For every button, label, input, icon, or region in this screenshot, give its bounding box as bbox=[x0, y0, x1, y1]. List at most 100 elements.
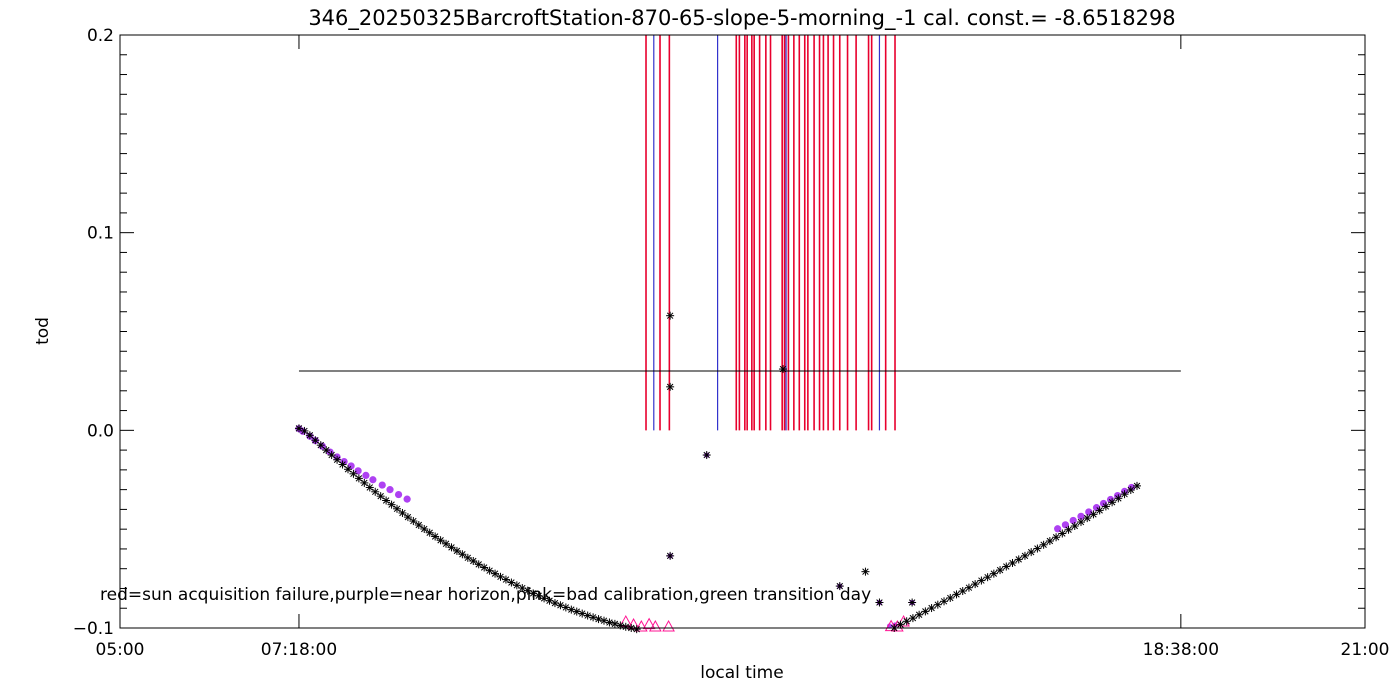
data-point-star bbox=[474, 560, 483, 569]
near-horizon-point bbox=[369, 476, 377, 484]
data-point-star bbox=[621, 622, 630, 631]
data-point-star bbox=[1033, 544, 1042, 553]
data-point-star bbox=[311, 436, 320, 445]
data-point-star bbox=[463, 553, 472, 562]
near-horizon-point bbox=[378, 481, 386, 489]
near-horizon-point bbox=[1069, 516, 1077, 525]
data-point-star bbox=[1014, 555, 1023, 564]
data-point-star bbox=[567, 605, 576, 614]
x-axis-label: local time bbox=[700, 663, 783, 683]
data-point-star bbox=[343, 465, 352, 474]
data-point-star bbox=[447, 543, 456, 552]
data-point-star bbox=[300, 426, 309, 435]
x-tick-label: 07:18:00 bbox=[261, 640, 337, 660]
data-point-star bbox=[403, 513, 412, 522]
near-horizon-point bbox=[386, 486, 394, 494]
data-point-star bbox=[1095, 506, 1104, 515]
data-point-star bbox=[702, 451, 711, 460]
data-point-star bbox=[927, 604, 936, 613]
data-point-star bbox=[398, 508, 407, 517]
data-point-star bbox=[305, 431, 314, 440]
near-horizon-point bbox=[362, 471, 370, 480]
data-point-star bbox=[610, 619, 619, 628]
bad-calibration-point bbox=[634, 619, 648, 632]
data-point-star bbox=[666, 382, 675, 391]
data-point-star bbox=[338, 460, 347, 469]
y-axis-label: tod bbox=[33, 317, 53, 345]
data-point-star bbox=[452, 546, 461, 555]
y-tick-label: −0.1 bbox=[73, 619, 114, 639]
data-point-star bbox=[425, 528, 434, 537]
data-point-star bbox=[387, 500, 396, 509]
near-horizon-point bbox=[1054, 525, 1062, 533]
data-point-star bbox=[666, 551, 675, 560]
data-point-star bbox=[1070, 522, 1079, 531]
data-point-star bbox=[632, 625, 641, 634]
data-point-star bbox=[946, 593, 955, 602]
chart-title: 346_20250325BarcroftStation-870-65-slope… bbox=[308, 6, 1175, 31]
y-tick-label: 0.1 bbox=[87, 224, 114, 244]
data-point-star bbox=[1133, 481, 1142, 490]
data-point-star bbox=[896, 620, 905, 629]
data-point-star bbox=[1126, 486, 1135, 495]
data-point-star bbox=[778, 365, 787, 374]
near-horizon-point bbox=[1077, 512, 1085, 520]
data-point-star bbox=[491, 569, 500, 578]
near-horizon-point bbox=[403, 495, 411, 503]
data-point-star bbox=[354, 474, 363, 483]
bad-calibration-point bbox=[662, 619, 675, 632]
data-point-star bbox=[409, 517, 418, 526]
legend-text: red=sun acquisition failure,purple=near … bbox=[100, 585, 871, 605]
data-point-star bbox=[322, 446, 331, 455]
plot-frame bbox=[119, 34, 1366, 629]
near-horizon-point bbox=[1061, 521, 1070, 529]
data-point-star bbox=[1058, 529, 1067, 538]
near-horizon-point bbox=[354, 467, 362, 475]
y-tick-label: 0.0 bbox=[87, 421, 114, 441]
x-tick-label: 18:38:00 bbox=[1143, 640, 1219, 660]
data-point-star bbox=[371, 487, 380, 496]
data-point-star bbox=[436, 536, 445, 545]
data-point-star bbox=[376, 492, 385, 501]
near-horizon-point bbox=[1085, 508, 1093, 516]
data-point-star bbox=[1064, 525, 1073, 534]
bad-calibration-point bbox=[642, 617, 656, 630]
axes: −0.1 0.0 0.1 0.2 05:00 07:18:00 18:38:00 21:00 bbox=[73, 26, 1390, 660]
data-point-star bbox=[431, 532, 440, 541]
data-point-star bbox=[1008, 558, 1017, 567]
y-tick-label: 0.2 bbox=[87, 26, 114, 46]
data-point-star bbox=[921, 607, 930, 616]
data-point-star bbox=[940, 597, 949, 606]
data-point-star bbox=[1020, 551, 1029, 560]
data-point-star bbox=[989, 569, 998, 578]
data-point-star bbox=[971, 580, 980, 589]
data-point-star bbox=[1052, 533, 1061, 542]
data-point-star bbox=[861, 567, 870, 576]
data-point-star bbox=[1027, 548, 1036, 557]
near-horizon-point bbox=[886, 623, 893, 629]
data-point-star bbox=[915, 610, 924, 619]
data-point-star bbox=[1045, 537, 1054, 546]
data-point-star bbox=[1002, 562, 1011, 571]
data-point-star bbox=[1083, 514, 1092, 523]
data-point-star bbox=[1089, 510, 1098, 519]
bad-calibration-point bbox=[649, 619, 662, 632]
data-point-star bbox=[977, 576, 986, 585]
data-point-star bbox=[1114, 494, 1123, 503]
data-point-star bbox=[365, 483, 374, 492]
data-point-star bbox=[458, 550, 467, 559]
data-point-star bbox=[420, 524, 429, 533]
data-point-star bbox=[469, 556, 478, 565]
data-point-star bbox=[583, 611, 592, 620]
data-point-star bbox=[908, 598, 917, 607]
data-point-star bbox=[382, 496, 391, 505]
data-point-star bbox=[964, 583, 973, 592]
x-tick-label: 05:00 bbox=[96, 640, 145, 660]
data-point-star bbox=[1039, 540, 1048, 549]
data-point-star bbox=[599, 616, 608, 625]
data-point-star bbox=[1108, 498, 1117, 507]
data-point-star bbox=[349, 469, 358, 478]
data-point-star bbox=[1101, 502, 1110, 511]
x-tick-label: 21:00 bbox=[1341, 640, 1390, 660]
data-point-star bbox=[933, 600, 942, 609]
